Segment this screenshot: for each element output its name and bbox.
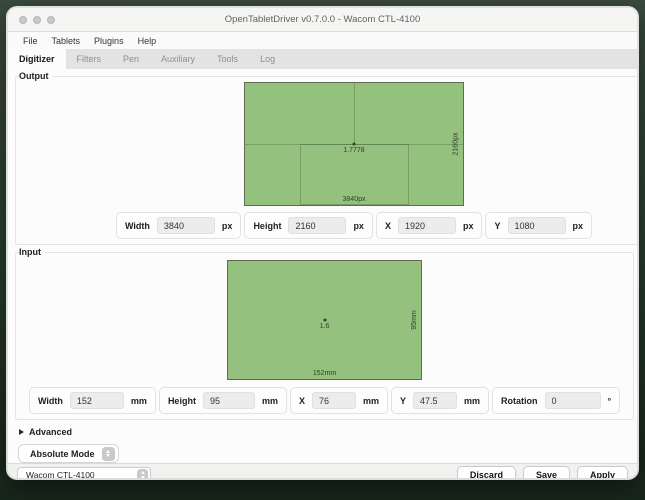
input-rotation-field: Rotation ° [492, 387, 621, 414]
input-y-unit: mm [464, 395, 481, 406]
input-y-input[interactable] [413, 392, 457, 409]
tab-log[interactable]: Log [260, 54, 276, 64]
output-height-label: Height [253, 220, 282, 231]
tab-pen[interactable]: Pen [123, 54, 140, 64]
input-width-label: Width [38, 395, 63, 406]
output-y-unit: px [572, 220, 584, 231]
output-width-unit: px [221, 220, 233, 231]
bottom-bar: Wacom CTL-4100 Discard Save Apply [8, 463, 637, 478]
output-width-dimension-label: 3840px [342, 196, 366, 203]
tab-auxiliary[interactable]: Auxiliary [161, 54, 196, 64]
input-width-dimension-label: 152mm [312, 370, 337, 377]
advanced-disclosure[interactable]: Advanced [19, 427, 637, 437]
tablet-select[interactable]: Wacom CTL-4100 [17, 466, 151, 478]
save-button[interactable]: Save [522, 466, 570, 478]
output-width-field: Width px [116, 212, 242, 239]
app-window: OpenTabletDriver v0.7.0.0 - Wacom CTL-41… [8, 8, 637, 478]
input-height-unit: mm [261, 395, 278, 406]
tab-digitizer[interactable]: Digitizer [8, 49, 66, 69]
menu-plugins[interactable]: Plugins [94, 35, 124, 46]
output-width-input[interactable] [156, 217, 215, 234]
output-fields-row: Width px Height px X px Y px [116, 212, 593, 239]
output-x-input[interactable] [397, 217, 456, 234]
input-height-field: Height mm [158, 387, 287, 414]
input-width-unit: mm [130, 395, 147, 406]
tab-bar: Digitizer Filters Pen Auxiliary Tools Lo… [8, 49, 637, 69]
input-x-field: X mm [289, 387, 388, 414]
disclosure-triangle-icon [19, 429, 24, 435]
output-area-editor: 1.7778 3840px 2160px [16, 82, 637, 206]
input-height-label: Height [167, 395, 196, 406]
menu-tablets[interactable]: Tablets [51, 35, 81, 46]
input-rotation-label: Rotation [501, 395, 538, 406]
menu-help[interactable]: Help [137, 35, 157, 46]
menu-bar: File Tablets Plugins Help [8, 32, 637, 49]
input-aspect-ratio-label: 1.6 [319, 323, 330, 330]
input-area-rect[interactable]: 1.6 152mm 95mm [227, 260, 423, 380]
tab-tools[interactable]: Tools [217, 54, 239, 64]
output-mode-select[interactable]: Absolute Mode [18, 444, 119, 463]
input-y-field: Y mm [390, 387, 490, 414]
window-title: OpenTabletDriver v0.7.0.0 - Wacom CTL-41… [224, 14, 421, 25]
zoom-button[interactable] [47, 15, 55, 24]
input-x-unit: mm [362, 395, 379, 406]
input-y-label: Y [399, 395, 406, 406]
input-area-editor: 1.6 152mm 95mm [16, 258, 633, 380]
title-bar: OpenTabletDriver v0.7.0.0 - Wacom CTL-41… [8, 8, 637, 32]
output-height-dimension-label: 2160px [452, 132, 460, 156]
output-aspect-ratio-label: 1.7778 [343, 147, 365, 154]
input-width-input[interactable] [69, 392, 124, 409]
output-y-input[interactable] [507, 217, 566, 234]
output-group: Output 1.7778 3840px 2160px Width px [15, 71, 637, 245]
input-fields-row: Width mm Height mm X mm Y mm [29, 387, 621, 414]
input-x-input[interactable] [311, 392, 356, 409]
output-height-unit: px [353, 220, 364, 231]
tab-filters[interactable]: Filters [76, 54, 102, 64]
chevron-up-down-icon [137, 468, 148, 478]
output-x-unit: px [462, 220, 474, 231]
area-center-dot [323, 318, 327, 322]
minimize-button[interactable] [33, 15, 41, 24]
output-width-label: Width [125, 220, 150, 231]
menu-file[interactable]: File [23, 35, 38, 46]
advanced-label: Advanced [29, 427, 73, 437]
monitor-divider-vertical [354, 83, 355, 144]
output-mode-value: Absolute Mode [30, 448, 95, 459]
input-height-input[interactable] [202, 392, 255, 409]
output-y-field: Y px [485, 212, 593, 239]
apply-button[interactable]: Apply [576, 466, 628, 478]
input-height-dimension-label: 95mm [410, 310, 418, 330]
output-height-field: Height px [244, 212, 373, 239]
area-center-dot [352, 142, 356, 146]
chevron-up-down-icon [101, 446, 115, 461]
input-group-legend: Input [19, 247, 41, 257]
output-x-label: X [384, 220, 391, 231]
input-x-label: X [298, 395, 305, 406]
output-y-label: Y [494, 220, 501, 231]
input-width-field: Width mm [29, 387, 156, 414]
digitizer-panel: Output 1.7778 3840px 2160px Width px [8, 69, 637, 463]
close-button[interactable] [19, 15, 27, 24]
output-group-legend: Output [19, 71, 49, 81]
input-group: Input 1.6 152mm 95mm Width mm Height [15, 247, 635, 420]
traffic-lights [19, 15, 55, 24]
tablet-select-value: Wacom CTL-4100 [26, 470, 95, 478]
input-rotation-input[interactable] [544, 392, 601, 409]
discard-button[interactable]: Discard [456, 466, 516, 478]
output-x-field: X px [375, 212, 483, 239]
output-height-input[interactable] [288, 217, 347, 234]
input-rotation-unit: ° [607, 395, 612, 406]
output-area-rect[interactable]: 1.7778 3840px 2160px [244, 82, 464, 206]
